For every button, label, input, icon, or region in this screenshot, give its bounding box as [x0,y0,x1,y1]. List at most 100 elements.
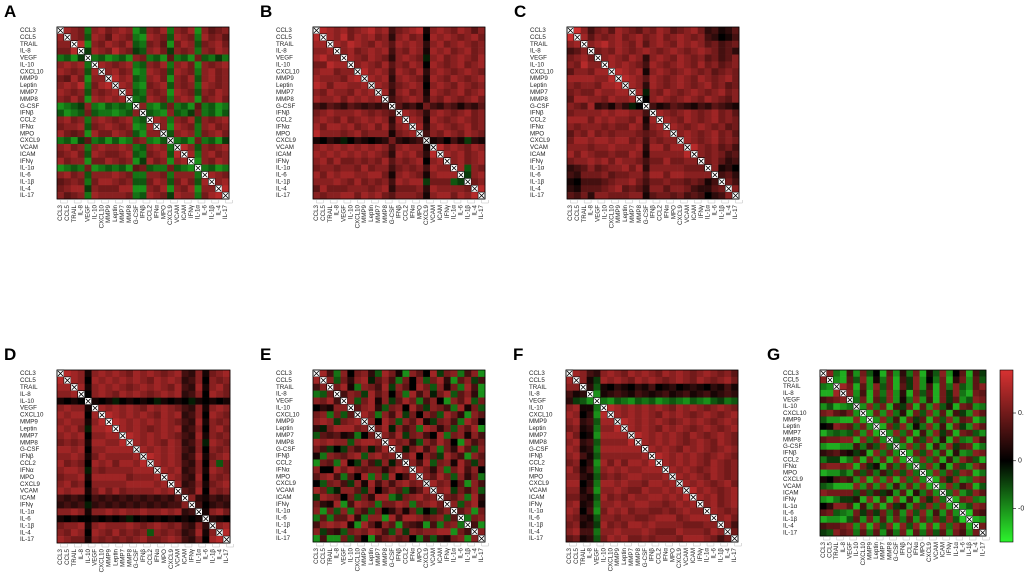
heatmap-cell [215,75,223,83]
row-label: IL-1β [276,178,291,185]
heatmap-cell [167,116,175,124]
dendro-branch [597,200,606,204]
heatmap-cell [642,143,650,152]
heatmap-cell [966,443,974,450]
heatmap-cell [194,109,202,117]
heatmap-cell [457,521,465,529]
heatmap-cell [478,452,486,460]
heatmap-cell [326,425,334,433]
heatmap-cell [416,480,424,488]
heatmap-cell [820,383,827,391]
heatmap-cell [326,486,334,495]
heatmap-cell [464,431,472,440]
heatmap-cell [202,376,210,385]
heatmap-cell [105,376,113,385]
heatmap-cell [319,143,328,152]
heatmap-cell [627,425,636,433]
heatmap-cell [402,61,410,69]
diagonal-cross [718,522,724,528]
diagonal-cross [174,144,181,151]
row-label: MPO [783,470,797,477]
heatmap-cell [153,27,161,35]
heatmap-cell [732,27,740,35]
heatmap-cell [725,75,733,83]
row-label: IL-17 [276,535,291,542]
heatmap-cell [627,535,636,543]
heatmap-cell [140,404,148,412]
heatmap-cell [361,116,369,124]
heatmap-cell [195,432,203,440]
heatmap-cell [972,462,980,470]
heatmap-cell [919,403,927,411]
row-label: IFNα [276,466,290,473]
heatmap-cell [697,185,705,193]
heatmap-cell [656,68,664,76]
heatmap-cell [361,438,369,446]
col-label: CCL5 [320,204,327,220]
heatmap-cell [683,130,692,138]
heatmap-cell [663,88,671,97]
heatmap-cell [361,61,369,69]
heatmap-cell [711,61,719,69]
row-label: IL-17 [276,192,291,199]
heatmap-cell [648,480,656,488]
row-label: VCAM [276,487,294,494]
col-label: CCL3 [313,547,320,563]
heatmap-cell [388,40,396,48]
heatmap-cell [181,466,189,475]
heatmap-cell [919,522,927,530]
heatmap-cell [662,528,670,536]
heatmap-cell [952,436,960,444]
heatmap-cell [731,486,739,495]
row-label: CXCL10 [276,411,300,418]
heatmap-cell [662,397,670,405]
heatmap-cell [319,507,328,515]
heatmap-cell [133,390,141,398]
heatmap-cell [478,486,486,495]
col-label: CXCL9 [168,548,175,569]
dendro-branch [357,200,365,204]
heatmap-cell [893,449,900,457]
heatmap-cell [839,449,847,457]
heatmap-cell [319,157,328,165]
heatmap-cell [946,509,954,517]
heatmap-cell [402,171,410,179]
heatmap-cell [146,130,154,138]
heatmap-cell [731,425,739,433]
heatmap-cell [926,496,934,504]
heatmap-cell [939,496,947,504]
heatmap-cell [443,75,451,83]
heatmap-cell [201,130,209,138]
row-label: ICAM [20,495,35,502]
heatmap-cell [826,403,834,411]
heatmap-cell [140,466,148,475]
heatmap-cell [959,389,967,397]
heatmap-cell [347,130,355,138]
heatmap-cell [586,521,594,529]
heatmap-cell [429,40,438,48]
heatmap-cell [436,157,445,165]
heatmap-cell [906,436,914,444]
diagonal-cross [354,411,361,418]
heatmap-cell [443,514,451,522]
heatmap-cell [416,33,424,42]
heatmap-cell [696,418,704,426]
heatmap-cell [689,383,698,391]
heatmap-cell [70,47,78,55]
heatmap-cell [648,390,656,398]
heatmap-cell [105,397,113,405]
heatmap-cell [105,192,113,200]
heatmap-cell [622,150,630,159]
heatmap-cell [160,494,169,502]
heatmap-cell [146,75,154,83]
heatmap-cell [478,109,486,117]
heatmap-cell [133,473,141,482]
heatmap-cell [478,150,486,159]
heatmap-cell [579,431,587,440]
heatmap-cell [471,500,479,508]
heatmap-cell [402,445,410,453]
heatmap-cell [839,429,847,437]
heatmap-cell [471,507,479,515]
heatmap-cell [91,130,99,138]
heatmap-cell [580,137,588,145]
